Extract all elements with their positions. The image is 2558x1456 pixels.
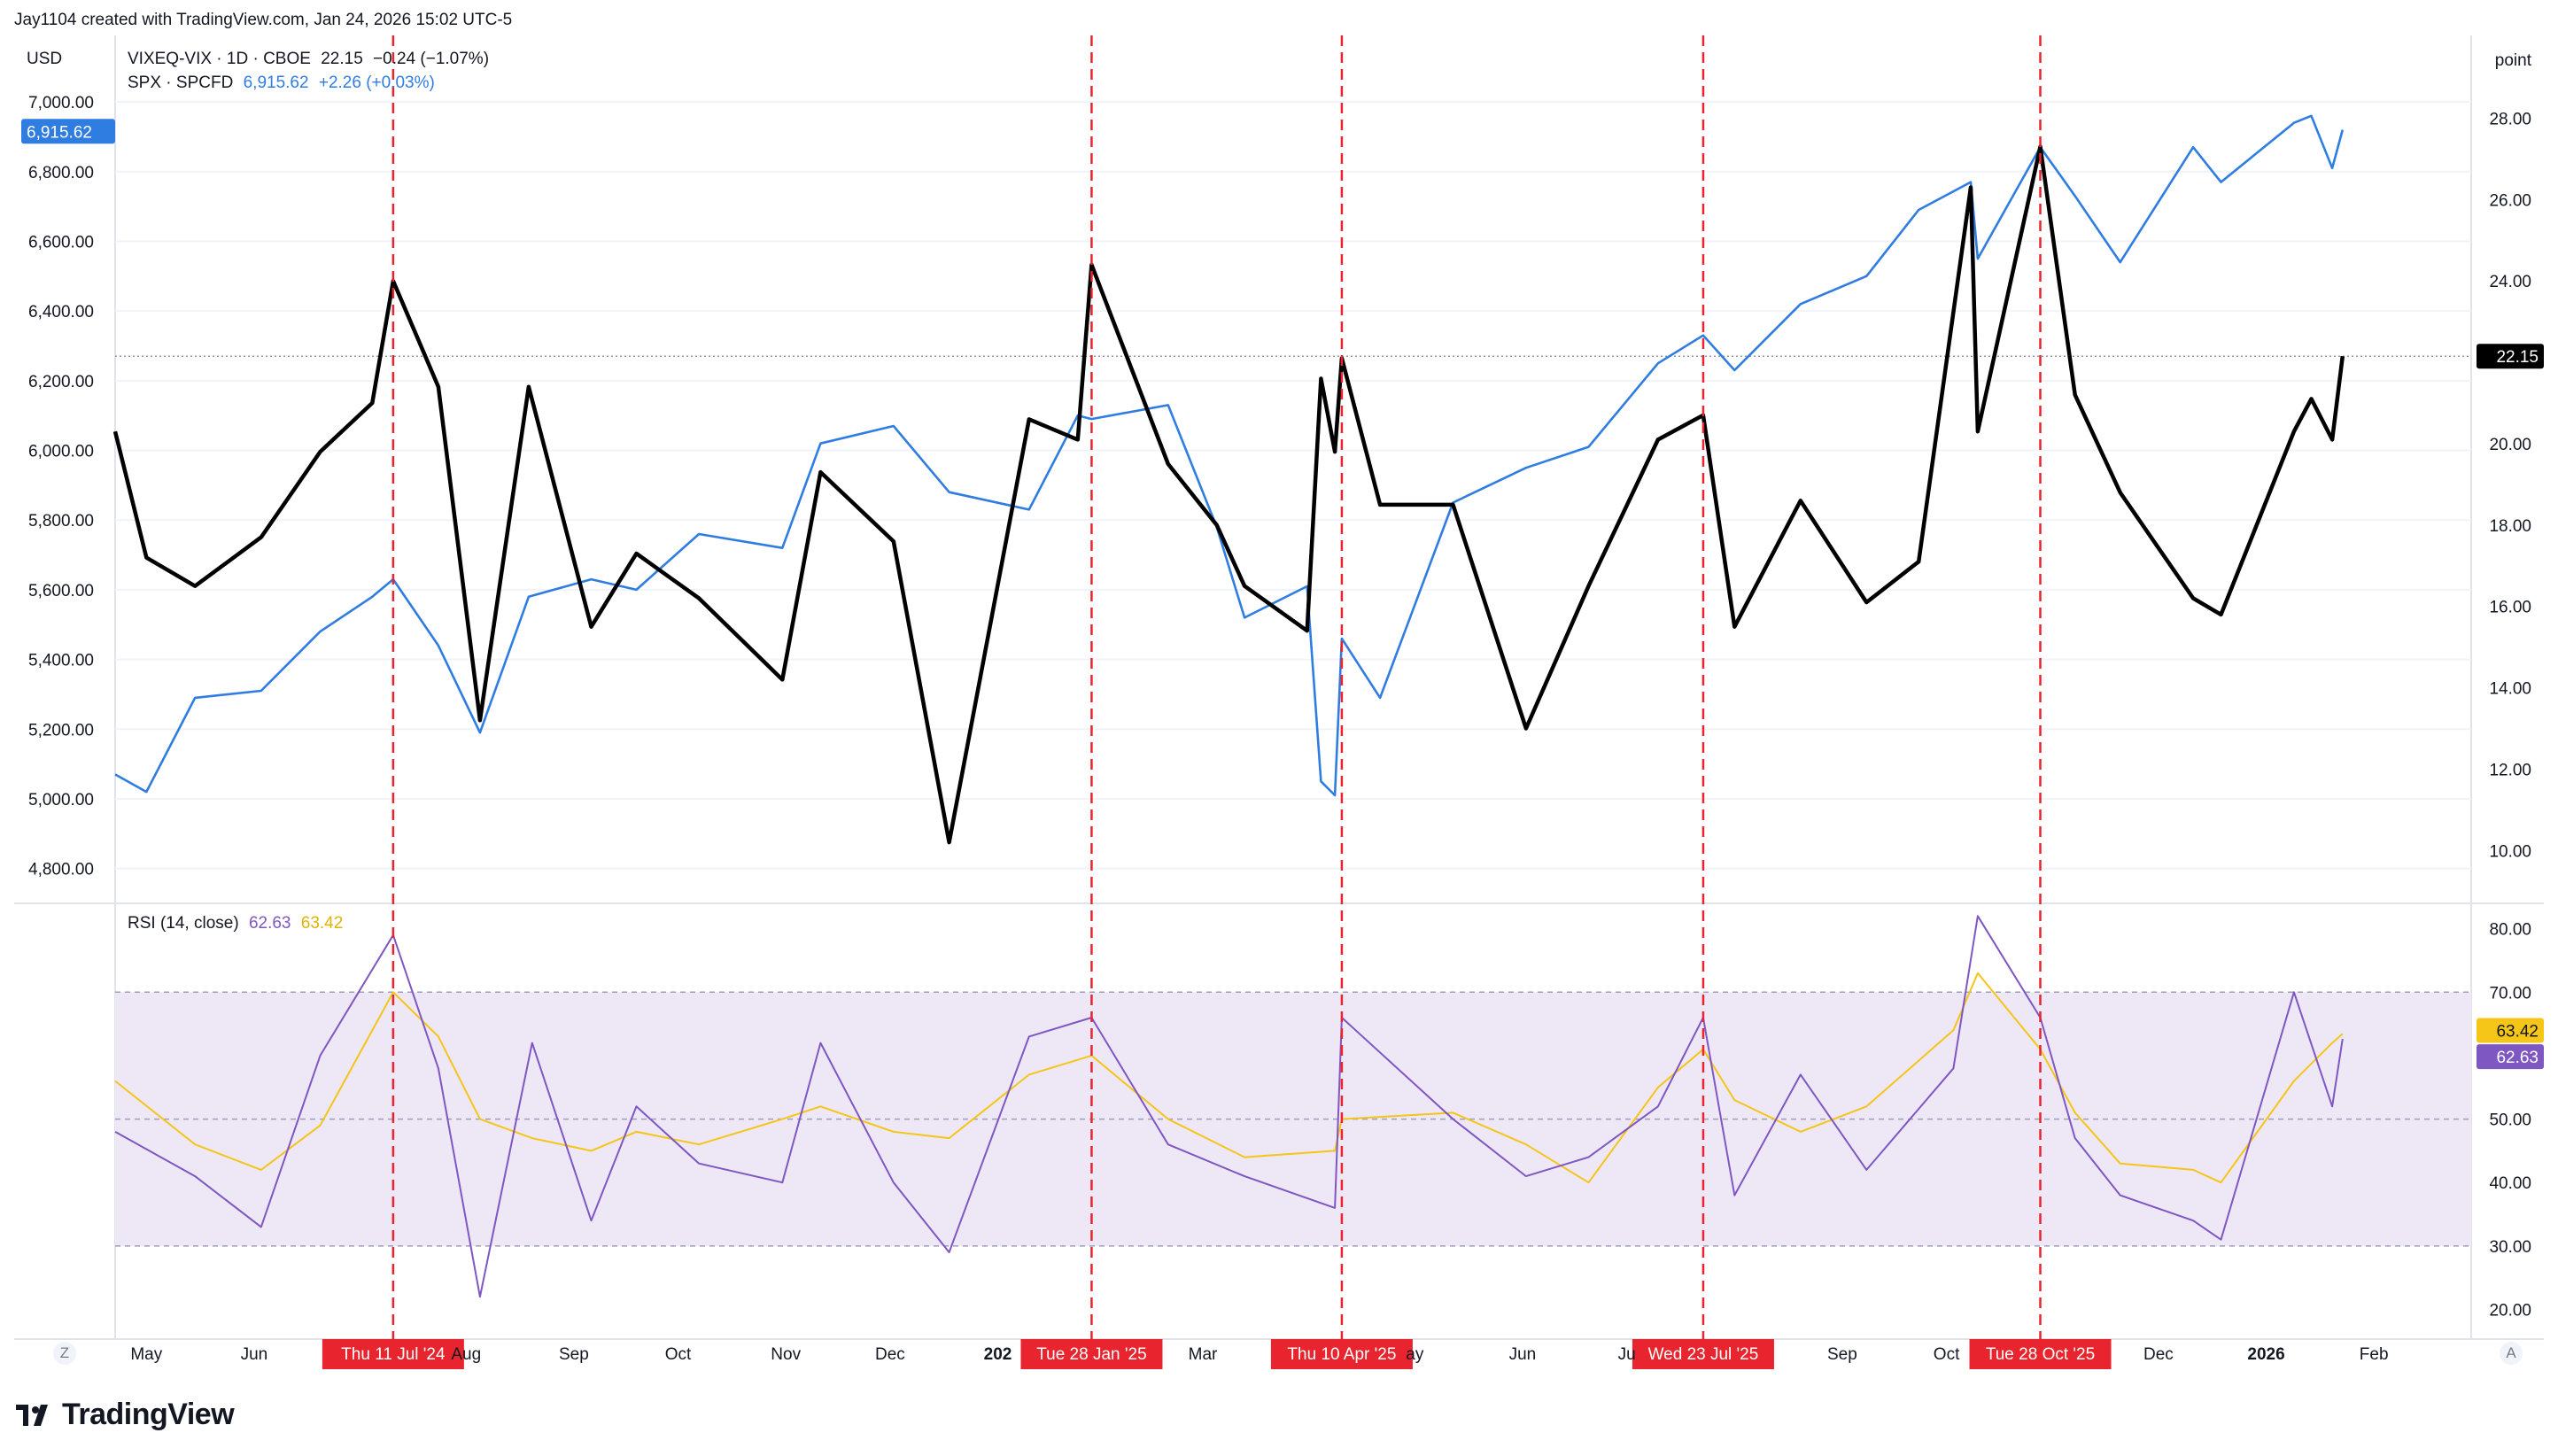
x-axis-tick-label: Dec bbox=[875, 1345, 905, 1364]
vix-legend-change: −0.24 (−1.07%) bbox=[373, 50, 490, 68]
event-label-bg bbox=[1020, 1339, 1163, 1369]
spx-last-value-tag: 6,915.62 bbox=[27, 123, 92, 142]
x-axis-tick-label: May bbox=[130, 1345, 162, 1364]
rsi-axis-tick-label: 20.00 bbox=[2489, 1302, 2531, 1320]
rsi-legend-label: RSI (14, close) bbox=[128, 914, 239, 933]
event-label: Wed 23 Jul '25 bbox=[1648, 1345, 1759, 1364]
right-axis-tick-label: 10.00 bbox=[2489, 842, 2531, 861]
spx-legend[interactable]: SPX · SPCFD 6,915.62 +2.26 (+0.03%) bbox=[128, 74, 440, 93]
x-axis-tick-label: 202 bbox=[984, 1345, 1012, 1364]
x-axis-tick-label: Sep bbox=[1827, 1345, 1857, 1364]
x-axis-tick-label: Feb bbox=[2360, 1345, 2389, 1364]
vix-legend-last: 22.15 bbox=[321, 50, 363, 68]
tradingview-logo[interactable]: TradingView bbox=[16, 1398, 235, 1432]
vix-series-line bbox=[112, 144, 2345, 845]
left-axis-tick-label: 7,000.00 bbox=[28, 94, 94, 112]
left-axis-tick-label: 5,400.00 bbox=[28, 652, 94, 670]
event-label-bg bbox=[322, 1339, 464, 1369]
event-markers: Thu 11 Jul '24 Tue 28 Jan '25 Thu 10 Apr '… bbox=[322, 35, 2112, 1369]
x-axis-tick-label: Mar bbox=[1189, 1345, 1218, 1364]
left-axis-tick-label: 5,800.00 bbox=[28, 512, 94, 531]
left-axis-tick-label: 6,400.00 bbox=[28, 303, 94, 321]
left-axis-tick-label: 4,800.00 bbox=[28, 861, 94, 879]
x-axis-tick-label: Aug bbox=[451, 1345, 481, 1364]
rsi-ma-series-line bbox=[114, 972, 2344, 1184]
rsi-axis-tick-label: 30.00 bbox=[2489, 1238, 2531, 1257]
right-axis-unit-label: point bbox=[2495, 51, 2532, 70]
spx-legend-last: 6,915.62 bbox=[243, 74, 309, 92]
rsi-axis-tick-label: 50.00 bbox=[2489, 1111, 2531, 1130]
right-axis-tick-label: 18.00 bbox=[2489, 517, 2531, 536]
x-axis-tick-label: ay bbox=[1406, 1345, 1424, 1364]
left-axis-tick-label: 6,800.00 bbox=[28, 164, 94, 182]
vix-legend-symbol: VIXEQ-VIX · 1D · CBOE bbox=[128, 50, 311, 68]
rsi-axis-tick-label: 40.00 bbox=[2489, 1174, 2531, 1193]
rsi-level-lines bbox=[115, 991, 2471, 1247]
right-axis-tick-label: 20.00 bbox=[2489, 436, 2531, 454]
spx-last-value-tag-bg bbox=[21, 119, 115, 144]
attribution-text: Jay1104 created with TradingView.com, Ja… bbox=[14, 11, 513, 29]
tradingview-logo-text: TradingView bbox=[62, 1398, 235, 1431]
currency-label: USD bbox=[27, 50, 63, 68]
x-axis-tick-label: Oct bbox=[1934, 1345, 1960, 1364]
event-label: Tue 28 Oct '25 bbox=[1986, 1345, 2095, 1364]
right-axis-tick-label: 16.00 bbox=[2489, 599, 2531, 617]
rsi-ma-value-tag-bg bbox=[2477, 1018, 2544, 1043]
rsi-value-tag: 62.63 bbox=[2496, 1049, 2539, 1067]
rsi-axis-tick-label: 80.00 bbox=[2489, 921, 2531, 940]
right-axis-tick-label: 12.00 bbox=[2489, 761, 2531, 779]
left-axis-tick-label: 6,000.00 bbox=[28, 443, 94, 461]
left-axis-tick-label: 6,600.00 bbox=[28, 233, 94, 252]
right-axis-tick-label: 14.00 bbox=[2489, 680, 2531, 699]
right-axis-tick-label: 24.00 bbox=[2489, 273, 2531, 291]
tradingview-logo-icon bbox=[16, 1404, 48, 1426]
vix-last-value-tag-bg bbox=[2477, 344, 2544, 369]
x-axis-tick-label: Oct bbox=[665, 1345, 692, 1364]
left-axis-tick-label: 5,000.00 bbox=[28, 791, 94, 809]
series-layer bbox=[112, 114, 2345, 1298]
event-label-bg bbox=[1969, 1339, 2112, 1369]
auto-scale-button[interactable]: A bbox=[2500, 1342, 2523, 1365]
rsi-legend-ma-value: 63.42 bbox=[300, 914, 344, 933]
x-axis-tick-label: Jun bbox=[241, 1345, 268, 1364]
x-axis-tick-label: Jun bbox=[1509, 1345, 1537, 1364]
x-axis-tick-label: 2026 bbox=[2247, 1345, 2284, 1364]
event-label-bg bbox=[1632, 1339, 1774, 1369]
x-axis-tick-label: Dec bbox=[2143, 1345, 2174, 1364]
left-axis-tick-label: 6,200.00 bbox=[28, 373, 94, 391]
rsi-value-tag-bg bbox=[2477, 1044, 2544, 1070]
event-label: Thu 11 Jul '24 bbox=[341, 1345, 446, 1364]
event-label-bg bbox=[1270, 1339, 1413, 1369]
rsi-legend-value: 62.63 bbox=[248, 914, 291, 933]
zoom-button[interactable]: Z bbox=[53, 1342, 76, 1365]
x-axis-tick-label: Sep bbox=[559, 1345, 589, 1364]
event-label: Tue 28 Jan '25 bbox=[1036, 1345, 1146, 1364]
spx-legend-change: +2.26 (+0.03%) bbox=[318, 74, 435, 92]
vix-legend[interactable]: VIXEQ-VIX · 1D · CBOE 22.15 −0.24 (−1.07… bbox=[128, 50, 494, 69]
rsi-ma-value-tag: 63.42 bbox=[2496, 1022, 2539, 1041]
left-axis-tick-label: 5,600.00 bbox=[28, 582, 94, 600]
vix-last-value-tag: 22.15 bbox=[2496, 348, 2539, 367]
grid bbox=[14, 35, 2544, 1340]
x-axis: May Jun Aug Sep Oct Nov Dec 202 Mar ay Jun Ju Sep Oct… bbox=[130, 1345, 2388, 1364]
x-axis-tick-label: Ju bbox=[1618, 1345, 1636, 1364]
event-label: Thu 10 Apr '25 bbox=[1287, 1345, 1396, 1364]
rsi-series-line bbox=[114, 915, 2344, 1298]
rsi-axis-tick-label: 70.00 bbox=[2489, 984, 2531, 1003]
spx-series-line bbox=[114, 114, 2345, 797]
right-axis-tick-label: 26.00 bbox=[2489, 191, 2531, 210]
x-axis-tick-label: Nov bbox=[771, 1345, 801, 1364]
axes: 4,800.00 5,000.00 5,200.00 5,400.00 5,600.00… bbox=[21, 51, 2544, 1320]
left-axis-tick-label: 5,200.00 bbox=[28, 721, 94, 740]
right-axis-tick-label: 28.00 bbox=[2489, 110, 2531, 128]
rsi-legend[interactable]: RSI (14, close) 62.63 63.42 bbox=[128, 914, 348, 933]
spx-legend-symbol: SPX · SPCFD bbox=[128, 74, 234, 92]
